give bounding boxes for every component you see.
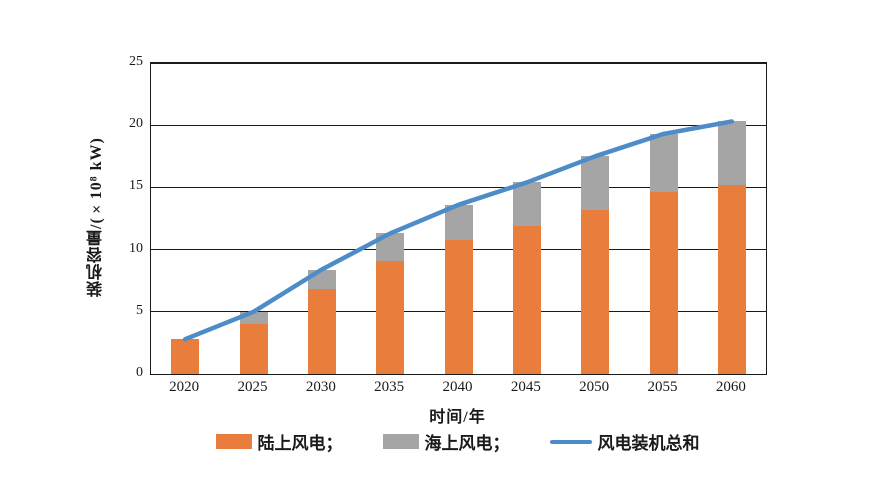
legend-label-offshore: 海上风电；	[424, 434, 510, 453]
x-tick-label-2060: 2060	[715, 379, 746, 395]
legend-label-total: 风电装机总和	[597, 434, 700, 453]
bar-2060-陆上风电	[717, 184, 746, 374]
x-axis-title: 时间/年	[429, 409, 486, 426]
bar-2045-海上风电	[512, 182, 541, 226]
gridline	[151, 186, 766, 188]
total-line-swatch-icon	[549, 439, 592, 444]
legend-item-total: 风电装机总和	[549, 429, 700, 454]
legend-item-onshore: 陆上风电；	[215, 429, 343, 454]
bar-2030-陆上风电	[307, 289, 336, 374]
y-tick-label: 15	[129, 178, 143, 194]
x-tick-label-2030: 2030	[305, 379, 336, 395]
onshore-swatch-icon	[215, 434, 252, 449]
plot-area	[150, 62, 767, 375]
x-tick-label-2040: 2040	[442, 379, 473, 395]
y-tick-label: 0	[136, 365, 143, 380]
x-tick-label-2050: 2050	[579, 379, 610, 395]
legend: 陆上风电； 海上风电； 风电装机总和	[150, 429, 765, 454]
gridline	[151, 62, 766, 64]
bar-2045-陆上风电	[512, 225, 541, 374]
y-tick-label: 10	[129, 240, 143, 256]
x-tick-label-2025: 2025	[237, 379, 268, 395]
bar-2025-陆上风电	[239, 324, 268, 374]
offshore-swatch-icon	[382, 434, 419, 449]
x-tick-label-2055: 2055	[647, 379, 678, 395]
gridline	[151, 124, 766, 126]
x-axis-tick-labels: 2020 2025 2030 2035 2040 2045 2050 2055 2060	[150, 379, 765, 399]
legend-label-onshore: 陆上风电；	[257, 434, 343, 453]
bar-2020-陆上风电	[171, 339, 200, 374]
bar-2055-陆上风电	[649, 192, 678, 374]
x-tick-label-2045: 2045	[510, 379, 541, 395]
x-tick-label-2035: 2035	[374, 379, 405, 395]
bar-2050-陆上风电	[581, 209, 610, 374]
bar-2035-陆上风电	[376, 260, 405, 374]
bar-2050-海上风电	[581, 156, 610, 210]
y-tick-label: 5	[136, 302, 143, 318]
y-axis-tick-labels: 0 5 10 15 20 25	[104, 54, 143, 380]
total-line	[182, 119, 735, 342]
total-line-path	[182, 119, 735, 342]
legend-item-offshore: 海上风电；	[382, 429, 510, 454]
bar-2055-海上风电	[649, 133, 678, 193]
x-tick-label-2020: 2020	[169, 379, 200, 395]
y-tick-label: 25	[129, 54, 143, 69]
bar-2060-海上风电	[717, 121, 746, 185]
y-tick-label: 20	[129, 116, 143, 132]
bar-2040-陆上风电	[444, 239, 473, 374]
